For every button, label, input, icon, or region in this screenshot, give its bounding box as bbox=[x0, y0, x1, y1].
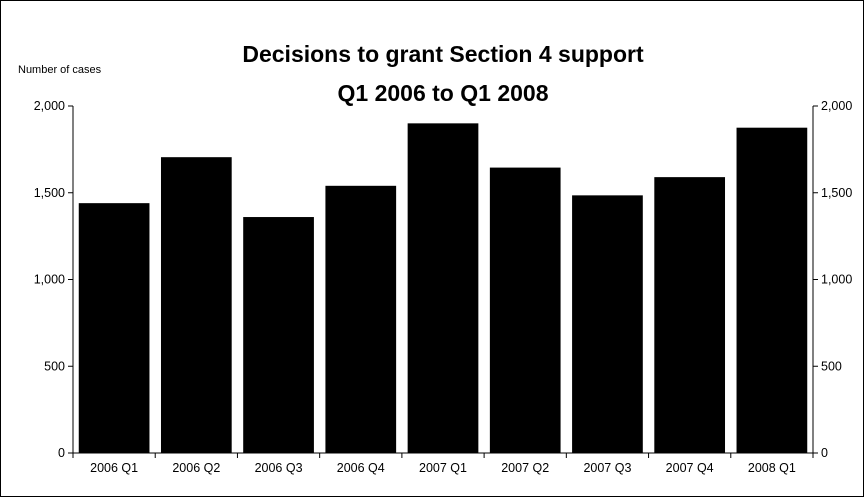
bar bbox=[78, 203, 150, 453]
bars bbox=[78, 123, 808, 454]
x-tick-label: 2007 Q3 bbox=[583, 461, 631, 475]
bar bbox=[407, 123, 479, 453]
y-tick-label-right: 2,000 bbox=[821, 99, 852, 113]
tick-labels: 0 0 500 500 1,000 1,000 1,500 1,500 2,000 2,000 20… bbox=[34, 99, 853, 475]
x-tick-label: 2006 Q4 bbox=[337, 461, 385, 475]
bar bbox=[160, 157, 232, 453]
y-tick-label-left: 1,000 bbox=[34, 273, 65, 287]
y-tick-label-left: 0 bbox=[58, 446, 65, 460]
x-tick-label: 2007 Q4 bbox=[666, 461, 714, 475]
chart-subtitle: Q1 2006 to Q1 2008 bbox=[338, 80, 549, 106]
y-tick-label-left: 500 bbox=[44, 359, 65, 373]
bar bbox=[325, 185, 397, 453]
y-tick-label-left: 1,500 bbox=[34, 186, 65, 200]
bar bbox=[243, 217, 314, 453]
x-tick-label: 2007 Q1 bbox=[419, 461, 467, 475]
bar bbox=[489, 167, 561, 453]
chart-title: Decisions to grant Section 4 support bbox=[242, 41, 644, 67]
x-tick-label: 2008 Q1 bbox=[748, 461, 796, 475]
y-tick-label-right: 0 bbox=[821, 446, 828, 460]
bar bbox=[736, 127, 808, 453]
bar bbox=[654, 177, 726, 453]
y-tick-label-right: 1,000 bbox=[821, 273, 852, 287]
y-axis-label: Number of cases bbox=[18, 64, 102, 76]
y-tick-label-left: 2,000 bbox=[34, 99, 65, 113]
x-tick-label: 2006 Q1 bbox=[90, 461, 138, 475]
y-tick-label-right: 500 bbox=[821, 359, 842, 373]
y-tick-label-right: 1,500 bbox=[821, 186, 852, 200]
x-tick-label: 2006 Q3 bbox=[255, 461, 303, 475]
x-tick-label: 2007 Q2 bbox=[501, 461, 549, 475]
bar bbox=[572, 195, 643, 454]
x-tick-label: 2006 Q2 bbox=[172, 461, 220, 475]
